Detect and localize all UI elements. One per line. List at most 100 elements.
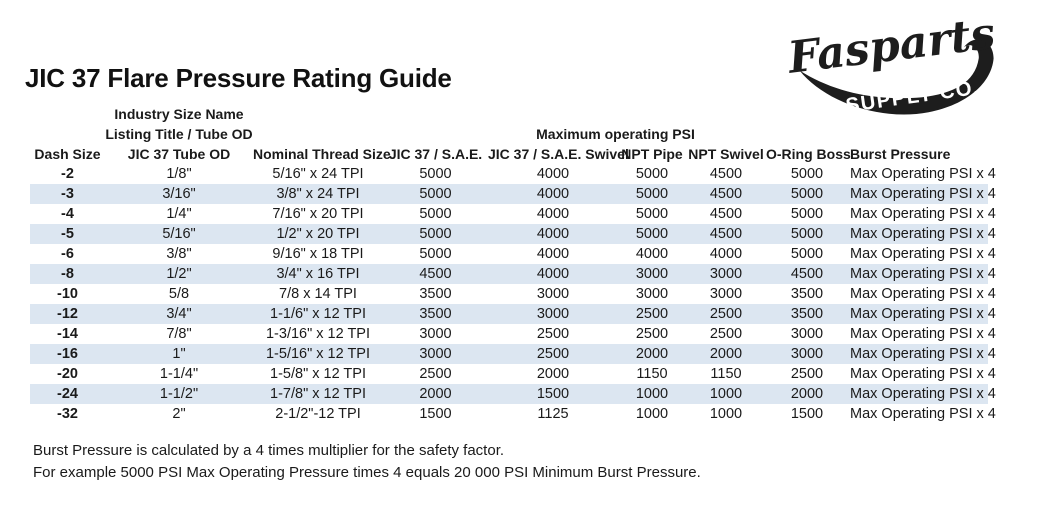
table-cell: Max Operating PSI x 4 <box>850 286 996 302</box>
table-cell: 4500 <box>790 266 824 282</box>
logo-swoosh <box>799 39 994 115</box>
footer-line-2: For example 5000 PSI Max Operating Press… <box>33 463 701 481</box>
column-header-npt-swivel: NPT Swivel <box>688 146 764 162</box>
table-cell: 1/2" x 20 TPI <box>276 226 360 242</box>
table-cell: -16 <box>57 346 78 362</box>
table-cell: 2" <box>172 406 186 422</box>
table-row: -12 3/4" 1-1/6" x 12 TPI 3500 3000 2500 2500 35… <box>30 304 996 324</box>
table-cell: 5000 <box>419 186 452 202</box>
table-cell: 5000 <box>419 246 452 262</box>
table-cell: 5000 <box>635 166 669 182</box>
table-cell: 1125 <box>537 406 569 422</box>
table-cell: -2 <box>61 166 74 182</box>
table-cell: Max Operating PSI x 4 <box>850 346 996 362</box>
table-cell: 1/2" <box>166 266 192 282</box>
table-cell: 3000 <box>635 266 669 282</box>
table-cell: 1" <box>172 346 186 362</box>
column-header-thread-size: Nominal Thread Size <box>253 146 391 162</box>
table-row: -24 1-1/2" 1-7/8" x 12 TPI 2000 1500 1000 1000… <box>30 384 996 404</box>
table-cell: 1-3/16" x 12 TPI <box>265 326 371 342</box>
table-cell: -5 <box>61 226 74 242</box>
table-cell: 7/8" <box>166 326 192 342</box>
table-cell: 1000 <box>709 406 743 422</box>
table-cell: 4500 <box>709 166 743 182</box>
max-operating-psi-header: Maximum operating PSI <box>536 126 695 142</box>
footer-line-1: Burst Pressure is calculated by a 4 time… <box>33 442 505 459</box>
table-cell: Max Operating PSI x 4 <box>850 186 996 202</box>
table-cell: 1-5/16" x 12 TPI <box>265 346 371 362</box>
table-cell: 1000 <box>635 406 669 422</box>
table-row: -10 5/8 7/8 x 14 TPI 3500 3000 3000 3000 3500 Ma… <box>30 284 996 304</box>
table-cell: 4000 <box>536 166 570 182</box>
table-cell: 4000 <box>536 186 570 202</box>
table-cell: 4000 <box>635 246 669 262</box>
column-header-jic-sae: JIC 37 / S.A.E. <box>388 146 483 162</box>
table-cell: 4500 <box>709 206 743 222</box>
industry-size-name-header: Industry Size Name <box>114 106 244 122</box>
table-cell: -12 <box>57 306 78 322</box>
table-cell: 9/16" x 18 TPI <box>272 246 364 262</box>
table-cell: 2500 <box>635 306 669 322</box>
table-cell: 3000 <box>635 286 669 302</box>
table-cell: 1150 <box>636 366 668 382</box>
table-cell: -32 <box>57 406 78 422</box>
table-cell: 1500 <box>419 406 452 422</box>
logo-graphic: Fasparts SUPPLY CO. <box>783 8 997 117</box>
table-cell: 1-7/8" x 12 TPI <box>270 386 366 402</box>
table-cell: 3000 <box>790 346 824 362</box>
table-cell: 3000 <box>709 286 743 302</box>
table-cell: 2000 <box>709 346 743 362</box>
column-header-row: Dash Size JIC 37 Tube OD Nominal Thread … <box>30 144 988 164</box>
table-cell: 3000 <box>536 286 570 302</box>
table-cell: Max Operating PSI x 4 <box>850 326 996 342</box>
table-cell: 4000 <box>536 206 570 222</box>
table-cell: 2000 <box>790 386 824 402</box>
table-cell: 1-1/4" <box>159 366 199 382</box>
table-cell: 1-1/6" x 12 TPI <box>270 306 366 322</box>
table-cell: Max Operating PSI x 4 <box>850 306 996 322</box>
table-cell: 3/8" <box>166 246 192 262</box>
table-cell: 5000 <box>790 206 824 222</box>
table-cell: 5000 <box>790 166 824 182</box>
table-row: -16 1" 1-5/16" x 12 TPI 3000 2500 2000 2000 300… <box>30 344 996 364</box>
table-cell: 1000 <box>635 386 669 402</box>
column-header-tube-od: JIC 37 Tube OD <box>127 146 231 162</box>
spacer <box>253 104 988 124</box>
table-cell: 4500 <box>709 186 743 202</box>
table-cell: 2500 <box>635 326 669 342</box>
table-cell: 3/16" <box>162 186 196 202</box>
table-cell: Max Operating PSI x 4 <box>850 226 996 242</box>
table-cell: 3500 <box>419 306 452 322</box>
header-group-row-1: Industry Size Name <box>30 104 988 124</box>
table-cell: 7/16" x 20 TPI <box>272 206 364 222</box>
table-cell: 7/8 x 14 TPI <box>279 286 357 302</box>
table-cell: -14 <box>57 326 78 342</box>
table-cell: Max Operating PSI x 4 <box>850 246 996 262</box>
pressure-rating-table: Industry Size Name Listing Title / Tube … <box>30 104 996 424</box>
table-cell: 1150 <box>710 366 742 382</box>
table-cell: 3000 <box>419 346 452 362</box>
table-cell: 2000 <box>635 346 669 362</box>
table-cell: 5000 <box>790 246 824 262</box>
table-cell: Max Operating PSI x 4 <box>850 206 996 222</box>
table-row: -14 7/8" 1-3/16" x 12 TPI 3000 2500 2500 2500 3… <box>30 324 996 344</box>
logo-brand-text: Fasparts <box>783 8 997 84</box>
table-cell: 3500 <box>790 306 824 322</box>
table-cell: Max Operating PSI x 4 <box>850 386 996 402</box>
table-cell: 2500 <box>709 306 743 322</box>
table-cell: 3000 <box>536 306 570 322</box>
table-cell: 2500 <box>709 326 743 342</box>
table-cell: 2000 <box>419 386 452 402</box>
column-header-dash-size: Dash Size <box>34 146 101 162</box>
table-cell: 1500 <box>536 386 570 402</box>
table-cell: 4000 <box>536 266 570 282</box>
table-cell: 1-5/8" x 12 TPI <box>270 366 366 382</box>
spacer <box>30 104 105 124</box>
table-cell: 5000 <box>419 166 452 182</box>
table-cell: -24 <box>57 386 78 402</box>
table-cell: 5/8 <box>168 286 190 302</box>
table-cell: 5000 <box>635 206 669 222</box>
table-row: -4 1/4" 7/16" x 20 TPI 5000 4000 5000 4500 5000… <box>30 204 996 224</box>
table-cell: 5000 <box>790 186 824 202</box>
table-cell: 3/4" x 16 TPI <box>276 266 360 282</box>
